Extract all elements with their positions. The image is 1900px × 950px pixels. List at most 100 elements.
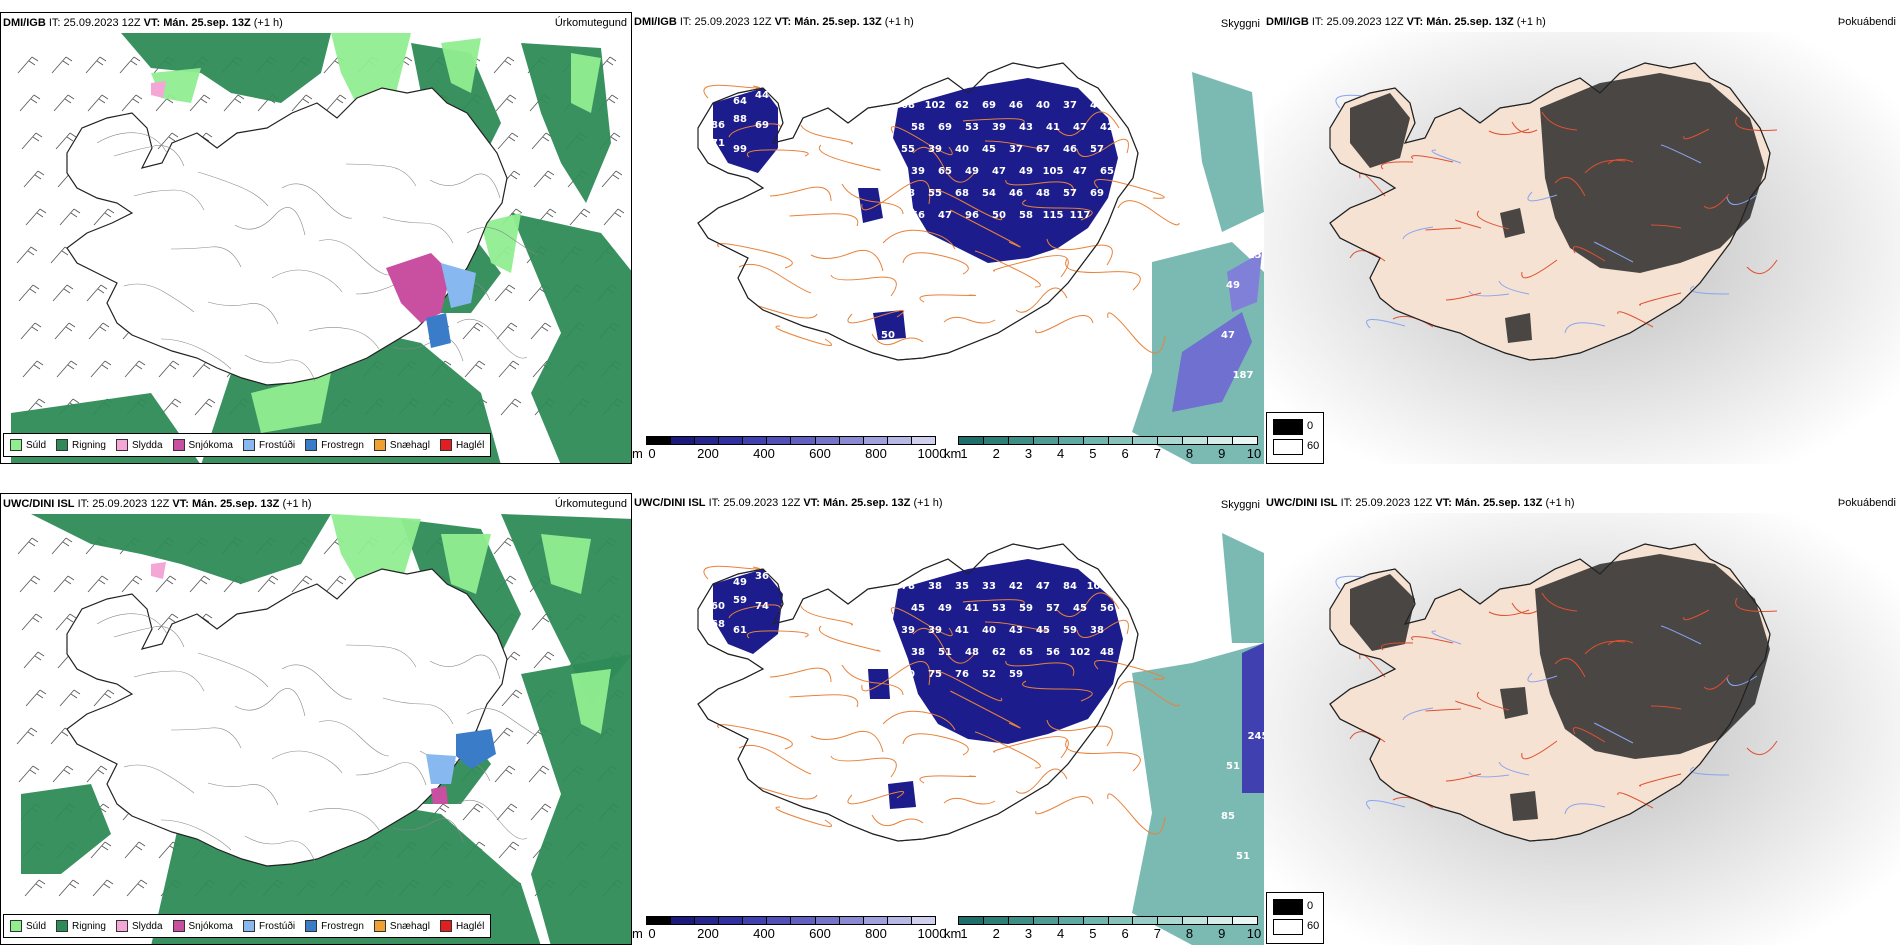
panel-type-label: Þokuábendi	[1837, 16, 1896, 28]
road	[1650, 224, 1682, 229]
colorbar-tick: 3	[1024, 926, 1033, 941]
road	[1617, 792, 1654, 809]
road	[1584, 640, 1626, 655]
colorbar-tick: 4	[1057, 446, 1065, 461]
visibility-value-label: 41	[1046, 122, 1060, 133]
colorbar-unit: km	[944, 446, 962, 461]
visibility-value-label: 62	[992, 647, 1006, 658]
road	[789, 694, 859, 708]
road	[847, 791, 905, 805]
panel-type-label: Þokuábendi	[1837, 497, 1896, 509]
road	[1746, 740, 1778, 756]
visibility-value-label: 60	[711, 601, 725, 612]
colorbar-tick: 10	[1246, 926, 1262, 941]
road	[1617, 311, 1654, 328]
visibility-value-label: 55	[901, 144, 915, 155]
road	[830, 274, 897, 297]
visibility-value-label: 245	[1248, 731, 1264, 742]
road	[1402, 707, 1434, 721]
frostrain-area	[426, 313, 451, 348]
colorbar-tick: 1	[960, 926, 968, 941]
visibility-value-label: 75	[928, 669, 942, 680]
visibility-value-label: 49	[965, 166, 979, 177]
road	[1402, 226, 1434, 240]
colorbar-tick: 0	[648, 446, 656, 461]
legend-swatch	[439, 439, 452, 451]
visibility-value-label: 50	[992, 210, 1006, 221]
road	[974, 250, 1041, 288]
visibility-value-label: 77	[711, 90, 725, 101]
road	[1573, 727, 1606, 743]
road	[1703, 193, 1730, 209]
cloud-panel-row1: DMI/IGB IT: 25.09.2023 12Z VT: Mán. 25.s…	[1264, 12, 1900, 464]
visibility-value-label: 68	[711, 619, 725, 630]
visibility-value-label: 49	[1019, 166, 1033, 177]
visibility-value-label: 51	[1226, 761, 1240, 772]
road	[1076, 138, 1129, 157]
road	[1455, 219, 1482, 229]
road	[1335, 575, 1366, 590]
panel-type-label: Úrkomutegund	[554, 498, 627, 510]
visibility-value-label: 84	[1063, 581, 1077, 592]
road	[810, 730, 884, 753]
road	[1392, 796, 1434, 809]
legend-label: Rigning	[72, 920, 106, 932]
legend-swatch	[373, 920, 386, 932]
visibility-value-label: 187	[1233, 370, 1254, 381]
low-visibility-area	[873, 310, 906, 340]
visibility-value-label: 35	[955, 581, 969, 592]
road	[882, 229, 956, 250]
road	[1703, 674, 1730, 690]
legend-item: Frostúði	[242, 439, 295, 451]
visibility-value-label: 45	[982, 144, 996, 155]
legend-swatch	[305, 920, 318, 932]
road	[717, 243, 793, 269]
road	[841, 664, 904, 696]
road	[1046, 238, 1113, 266]
road	[1660, 144, 1702, 164]
road	[1683, 128, 1710, 140]
road	[830, 755, 897, 778]
road	[1445, 773, 1482, 782]
legend-swatch	[242, 920, 255, 932]
visibility-value-label: 36	[755, 571, 769, 582]
road	[1511, 602, 1538, 615]
road	[1594, 722, 1634, 744]
cloud-legend-row1: 0 60	[1266, 412, 1324, 464]
visibility-value-label: 37	[1009, 144, 1023, 155]
visibility-value-label: 39	[881, 811, 895, 822]
road	[1527, 191, 1558, 202]
visibility-value-label: 69	[938, 122, 952, 133]
visibility-value-label: 47	[1036, 581, 1050, 592]
visibility-value-label: 65	[938, 166, 952, 177]
road	[728, 123, 781, 138]
road	[882, 710, 956, 731]
legend-item: Frostregn	[305, 920, 364, 932]
road	[1726, 194, 1758, 205]
panel-type-label: Úrkomutegund	[554, 17, 627, 29]
visibility-value-label: 56	[1046, 647, 1060, 658]
road	[769, 186, 832, 202]
fog-index-area	[1510, 791, 1538, 821]
visibility-value-label: 96	[965, 210, 979, 221]
frostdrizzle-area	[426, 754, 456, 784]
road	[1425, 708, 1462, 712]
panel-title: UWC/DINI ISL IT: 25.09.2023 12Z VT: Mán.…	[1266, 497, 1575, 509]
road	[1065, 258, 1141, 291]
road	[1005, 660, 1075, 677]
drizzle-area	[441, 534, 491, 594]
drizzle-area	[571, 669, 611, 734]
sea-visibility-area	[1222, 533, 1264, 643]
road	[1735, 597, 1778, 612]
visibility-value-label: 46	[1063, 144, 1077, 155]
road	[769, 667, 832, 683]
drizzle-area	[331, 514, 421, 589]
visibility-value-label: 61	[733, 625, 747, 636]
road	[1488, 128, 1530, 135]
road	[1366, 800, 1406, 810]
rain-area	[31, 514, 331, 584]
road	[775, 806, 833, 827]
road	[1735, 116, 1778, 131]
road	[1564, 803, 1606, 815]
visibility-value-label: 38	[928, 581, 942, 592]
